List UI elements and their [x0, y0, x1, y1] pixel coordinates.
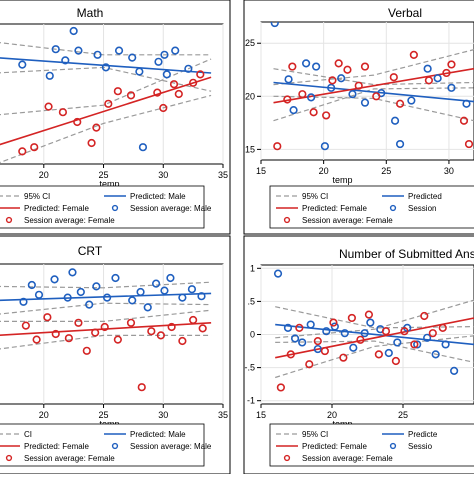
legend-entry-label: Predicte	[408, 430, 438, 439]
x-axis-label: temp	[332, 175, 352, 185]
legend-entry-label: Predicted: Female	[24, 204, 89, 213]
x-tick-label: 30	[444, 166, 454, 176]
y-tick-label: -1	[247, 396, 255, 406]
y-tick-label: 15	[245, 144, 255, 154]
chart-title: Math	[77, 6, 104, 20]
y-tick-label: 25	[245, 38, 255, 48]
x-tick-label: 20	[319, 166, 329, 176]
legend-entry-label: 95% CI	[302, 430, 328, 439]
x-tick-label: 15	[256, 410, 266, 420]
y-tick-label: 1	[250, 263, 255, 273]
legend-entry-label: Predicted: Female	[302, 442, 367, 451]
legend-entry-label: Sessio	[408, 442, 433, 451]
legend-entry-label: 95% CI	[302, 192, 328, 201]
legend-entry-label: Session average: Male	[130, 442, 212, 451]
legend: 95% CI Predicted: Male Predicted: Female Se…	[0, 186, 212, 228]
chart-title: Verbal	[388, 6, 422, 20]
chart-title: Number of Submitted Answe	[339, 247, 474, 261]
panel-verbal: Verbal 15 20 25 30 temp 15 20 25 95% CI Predicted P…	[244, 0, 474, 234]
legend-entry-label: Session average: Female	[24, 216, 115, 225]
legend-entry-label: Session average: Male	[130, 204, 212, 213]
x-tick-label: 30	[158, 410, 168, 420]
legend-entry-label: Predicted: Male	[130, 192, 186, 201]
legend-entry-label: Predicted	[408, 192, 442, 201]
legend: 95% CI Predicted Predicted: Female Session S…	[270, 186, 474, 228]
legend-entry-label: Predicted: Female	[24, 442, 89, 451]
x-tick-label: 25	[381, 166, 391, 176]
y-tick-label: -.5	[244, 363, 255, 373]
plot-area	[0, 24, 223, 164]
x-tick-label: 30	[158, 170, 168, 180]
legend-entry-label: Predicted: Female	[302, 204, 367, 213]
y-tick-label: 0	[250, 330, 255, 340]
panel-submitted: Number of Submitted Answe152025temp-1-.5…	[244, 236, 474, 474]
legend-entry-label: Session average: Female	[24, 454, 115, 463]
legend: 95% CI Predicte Predicted: Female Sessio Ses…	[270, 424, 474, 466]
x-tick-label: 35	[218, 170, 228, 180]
x-tick-label: 25	[398, 410, 408, 420]
legend-entry-label: Session	[408, 204, 436, 213]
legend: CI Predicted: Male Predicted: Female Sessio…	[0, 424, 212, 466]
y-tick-label: 20	[245, 91, 255, 101]
legend-entry-label: Predicted: Male	[130, 430, 186, 439]
x-tick-label: 15	[256, 166, 266, 176]
panel-crt: CRT20253035tempCIPredicted: MalePredicte…	[0, 236, 230, 474]
legend-entry-label: 95% CI	[24, 192, 50, 201]
x-tick-label: 20	[39, 170, 49, 180]
y-tick-label: .5	[247, 296, 255, 306]
chart-title: CRT	[78, 244, 103, 258]
legend-entry-label: Session average: Female	[302, 216, 393, 225]
legend-entry-label: Session average: Female	[302, 454, 393, 463]
legend-entry-label: CI	[24, 430, 32, 439]
x-tick-label: 20	[39, 410, 49, 420]
x-tick-label: 35	[218, 410, 228, 420]
